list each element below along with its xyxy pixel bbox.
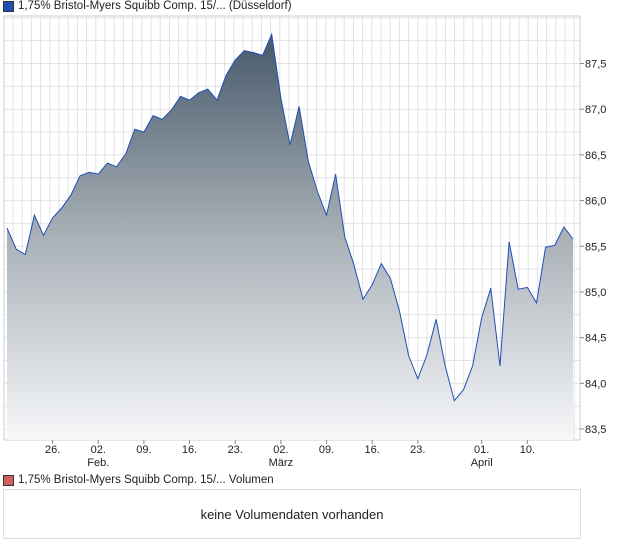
x-tick-label: 01. — [474, 444, 489, 456]
y-tick-label: 87,5 — [585, 59, 606, 71]
x-month-label: Feb. — [87, 457, 109, 469]
x-month-label: März — [269, 457, 293, 469]
x-tick-label: 09. — [136, 444, 151, 456]
x-tick-label: 23. — [410, 444, 425, 456]
y-tick-label: 85,5 — [585, 241, 606, 253]
price-legend-label: 1,75% Bristol-Myers Squibb Comp. 15/... … — [18, 0, 292, 12]
x-tick-label: 02. — [273, 444, 288, 456]
x-month-label: April — [471, 457, 493, 469]
y-tick-label: 85,0 — [585, 287, 606, 299]
y-tick-label: 83,5 — [585, 424, 606, 436]
volume-legend-swatch — [3, 474, 14, 486]
y-tick-label: 84,0 — [585, 378, 606, 390]
y-tick-label: 84,5 — [585, 333, 606, 345]
x-tick-label: 23. — [228, 444, 243, 456]
price-legend: 1,75% Bristol-Myers Squibb Comp. 15/... … — [3, 0, 292, 12]
x-tick-label: 09. — [319, 444, 334, 456]
y-tick-label: 86,0 — [585, 196, 606, 208]
price-line — [6, 32, 574, 402]
x-tick-label: 16. — [365, 444, 380, 456]
y-tick-label: 86,5 — [585, 150, 606, 162]
y-tick-label: 87,0 — [585, 104, 606, 116]
x-tick-label: 16. — [182, 444, 197, 456]
volume-legend-label: 1,75% Bristol-Myers Squibb Comp. 15/... … — [18, 474, 274, 486]
no-volume-message: keine Volumendaten vorhanden — [200, 506, 384, 522]
volume-legend: 1,75% Bristol-Myers Squibb Comp. 15/... … — [3, 474, 274, 486]
volume-panel: keine Volumendaten vorhanden — [3, 489, 581, 539]
price-legend-swatch — [3, 0, 14, 12]
x-tick-label: 02. — [91, 444, 106, 456]
x-tick-label: 26. — [45, 444, 60, 456]
price-chart: 83,5 84,0 84,5 85,0 85,5 86,0 86,5 87,0 87,5 26. 0… — [3, 15, 606, 469]
x-tick-label: 10. — [520, 444, 535, 456]
